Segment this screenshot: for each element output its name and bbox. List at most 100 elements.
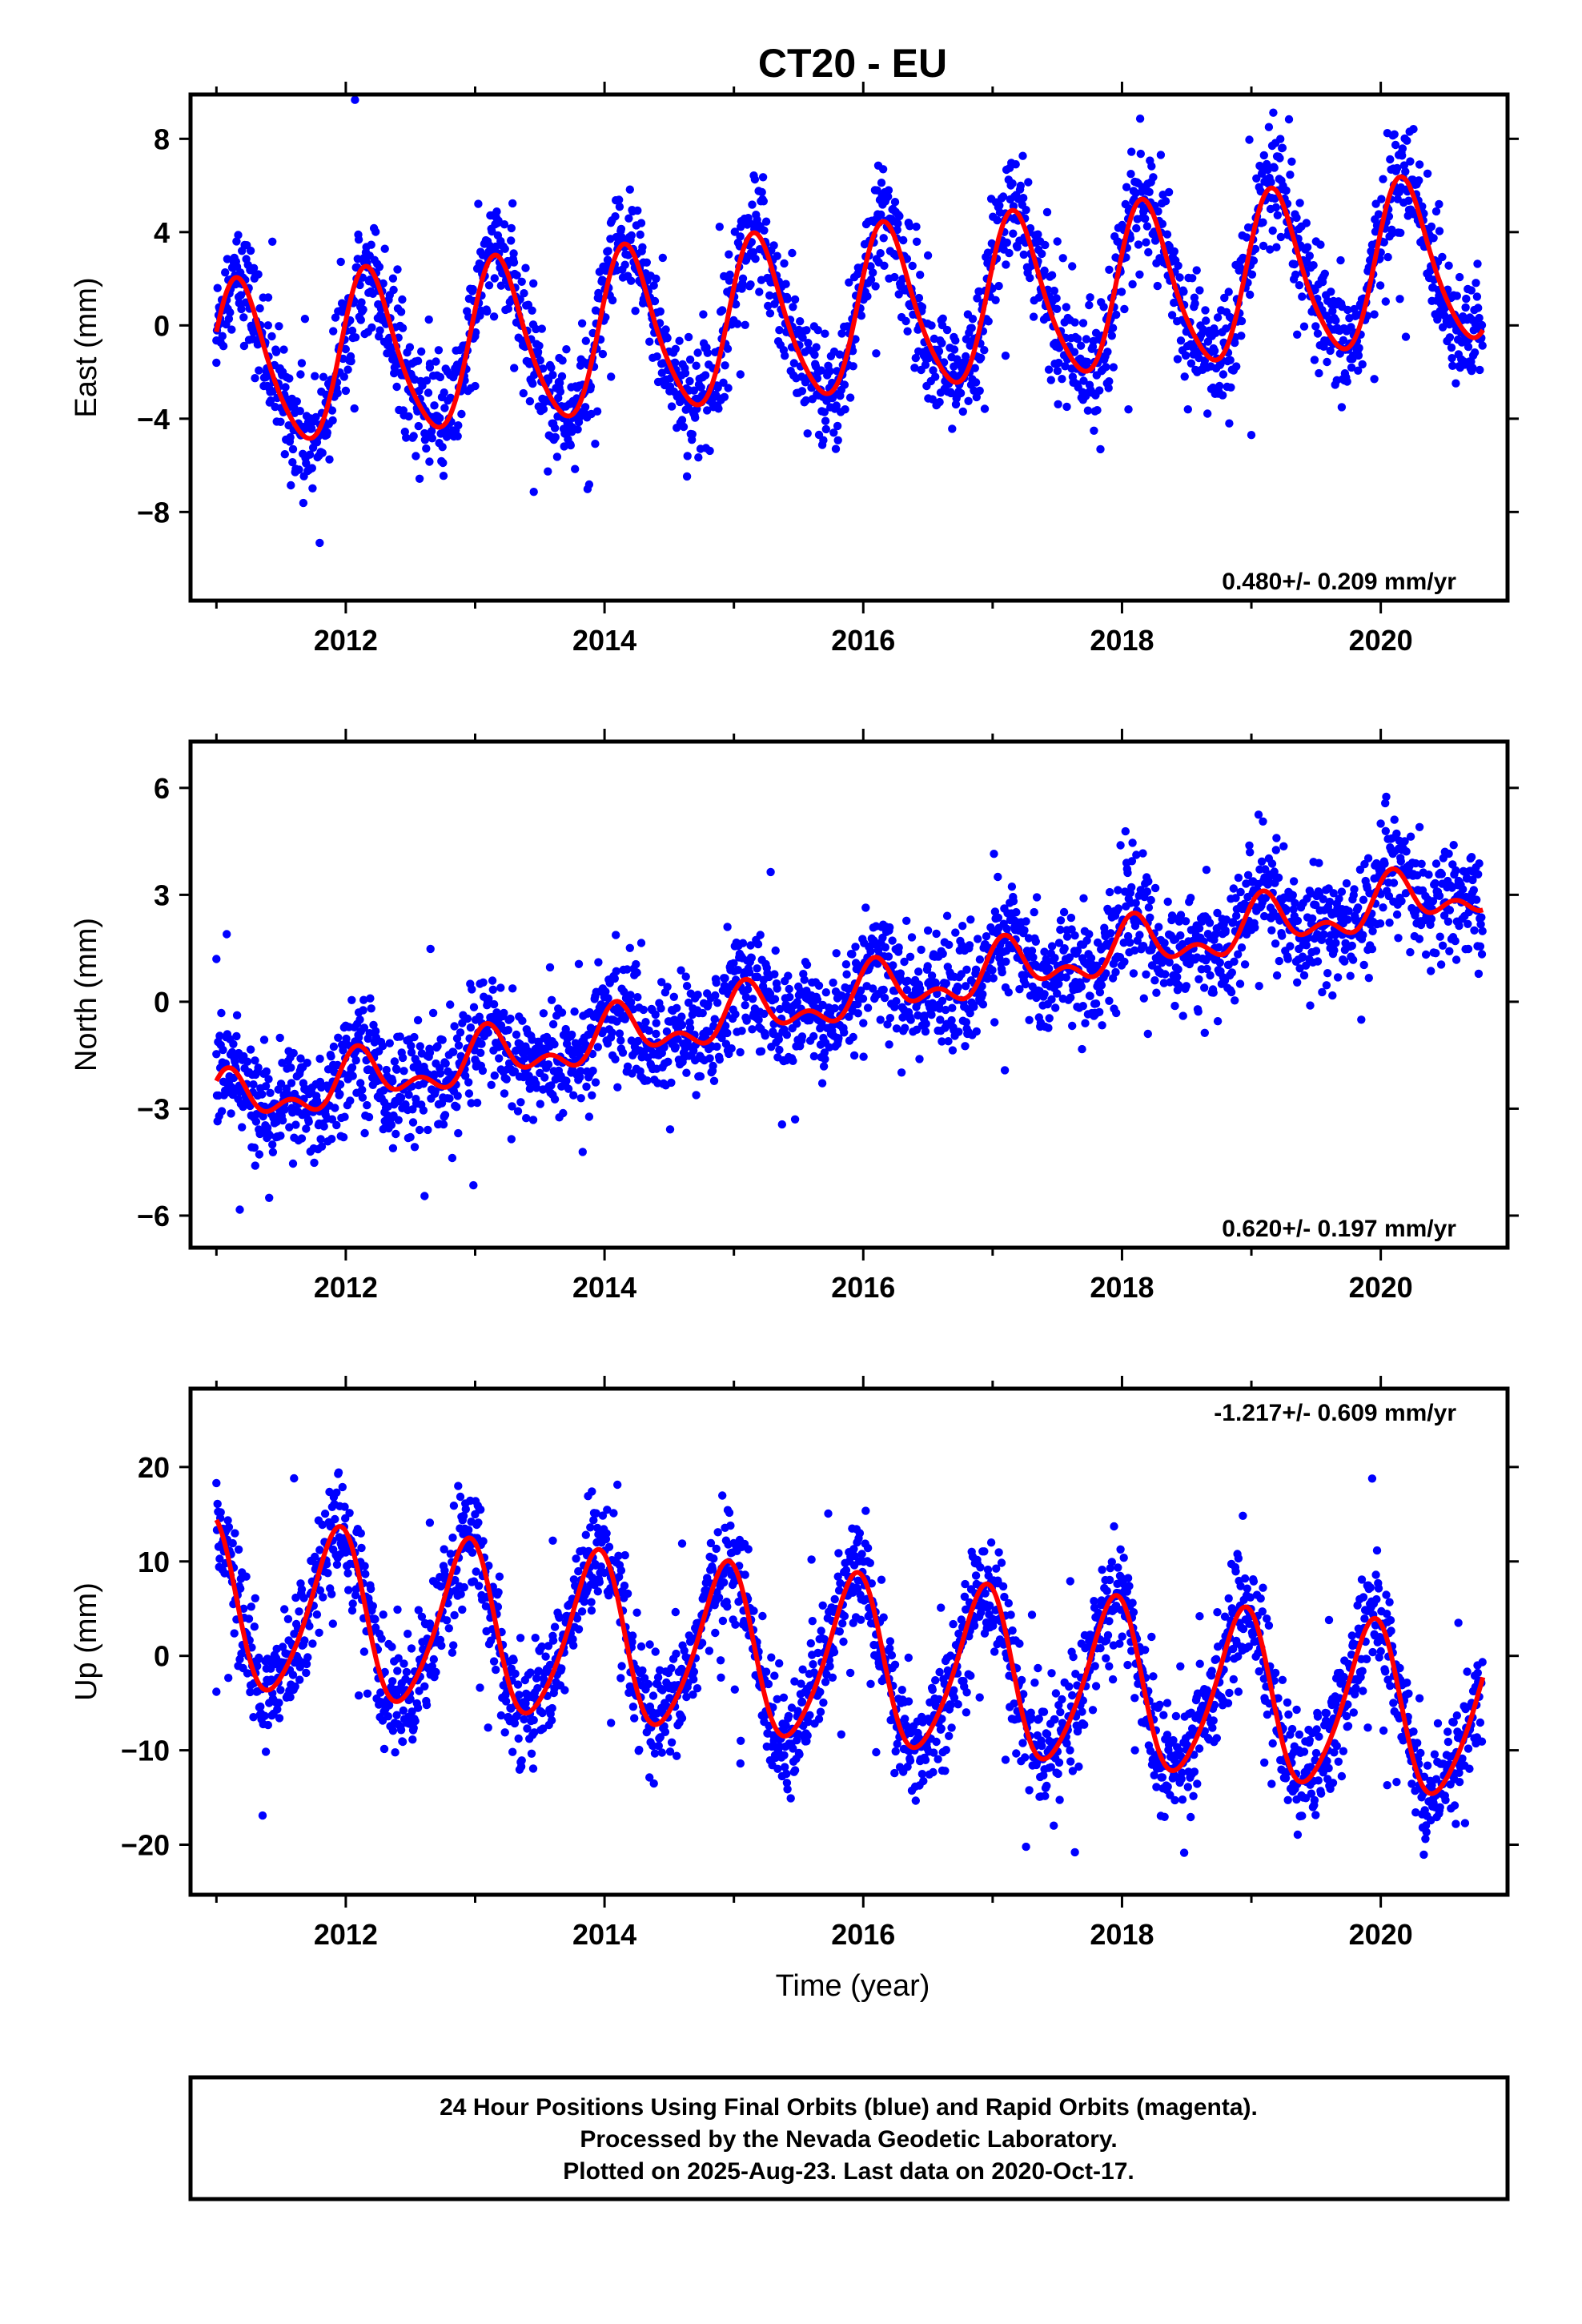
north-daily-point <box>775 1045 784 1055</box>
east-daily-point <box>1309 261 1318 270</box>
north-daily-point <box>989 974 998 983</box>
north-daily-point <box>1279 842 1288 851</box>
east-daily-point <box>1107 332 1117 340</box>
east-sample-point <box>1247 431 1256 440</box>
east-daily-point <box>1310 356 1319 364</box>
north-daily-point <box>347 1063 357 1072</box>
east-daily-point <box>1455 272 1464 282</box>
north-daily-point <box>1053 989 1062 998</box>
north-daily-point <box>682 982 692 991</box>
north-daily-point <box>1132 850 1141 859</box>
east-daily-point <box>751 255 760 263</box>
north-daily-point <box>849 1051 859 1060</box>
north-daily-point <box>1251 923 1259 932</box>
north-daily-point <box>615 1029 624 1038</box>
north-daily-point <box>1438 941 1447 951</box>
east-daily-point <box>1202 316 1211 325</box>
north-daily-point <box>723 1028 732 1038</box>
east-daily-point <box>863 292 872 301</box>
north-daily-point <box>1040 990 1049 999</box>
north-daily-point <box>866 947 875 956</box>
east-x-tick-label: 2012 <box>314 624 378 657</box>
east-daily-point <box>802 326 811 335</box>
east-daily-point <box>436 372 445 382</box>
east-daily-point <box>281 383 290 392</box>
north-daily-point <box>851 943 860 951</box>
east-daily-point <box>951 336 960 345</box>
north-daily-point <box>1127 857 1137 866</box>
east-daily-point <box>213 283 222 292</box>
north-daily-point <box>1076 940 1086 949</box>
north-daily-point <box>743 985 753 994</box>
east-daily-point <box>488 227 496 236</box>
east-daily-point <box>893 219 902 228</box>
east-daily-point <box>359 305 367 314</box>
north-daily-point <box>1308 914 1317 923</box>
north-daily-point <box>892 997 901 1006</box>
north-daily-point <box>662 1027 672 1036</box>
east-daily-point <box>899 235 908 245</box>
east-daily-point <box>580 403 590 412</box>
east-daily-point <box>809 322 819 331</box>
east-daily-point <box>1054 400 1062 408</box>
north-daily-point <box>1095 1007 1104 1017</box>
east-daily-point <box>738 274 748 283</box>
east-daily-point <box>781 352 789 360</box>
east-sample-point <box>684 332 693 342</box>
up-sample-point <box>484 1723 492 1732</box>
north-daily-point <box>416 1042 424 1051</box>
north-daily-point <box>310 1158 319 1168</box>
east-daily-point <box>1054 358 1063 368</box>
east-daily-point <box>796 317 805 326</box>
east-daily-point <box>388 274 398 283</box>
north-daily-point <box>438 1035 447 1044</box>
east-daily-point <box>616 224 626 234</box>
north-daily-point <box>1154 923 1163 931</box>
east-daily-point <box>1050 286 1059 296</box>
north-daily-point <box>1029 953 1038 962</box>
north-daily-point <box>1464 919 1472 929</box>
north-daily-point <box>358 1085 367 1095</box>
east-daily-point <box>789 303 797 312</box>
east-daily-point <box>1401 167 1410 176</box>
north-daily-point <box>705 1054 714 1063</box>
north-daily-point <box>1470 926 1479 935</box>
east-daily-point <box>311 412 320 422</box>
north-daily-point <box>484 1028 492 1037</box>
east-daily-point <box>938 339 946 348</box>
up-daily-point <box>247 1602 255 1611</box>
east-daily-point <box>251 374 259 383</box>
east-daily-point <box>287 480 295 490</box>
east-sample-point <box>1124 405 1133 414</box>
north-daily-point <box>390 1057 400 1066</box>
east-sample-point <box>845 393 855 402</box>
north-daily-point <box>902 985 912 995</box>
north-daily-point <box>1082 936 1091 945</box>
north-daily-point <box>1449 841 1458 850</box>
north-daily-point <box>1030 907 1038 917</box>
north-daily-point <box>547 1081 556 1090</box>
east-daily-point <box>1266 245 1275 254</box>
north-daily-point <box>1328 991 1337 1000</box>
north-daily-point <box>1298 952 1307 961</box>
north-daily-point <box>693 991 702 999</box>
north-daily-point <box>1104 907 1113 916</box>
north-daily-point <box>1051 1003 1060 1012</box>
north-daily-point <box>261 1082 271 1091</box>
east-daily-point <box>825 367 834 376</box>
north-daily-point <box>1474 870 1483 879</box>
east-daily-point <box>510 364 519 372</box>
east-daily-point <box>845 278 853 287</box>
east-daily-point <box>292 397 301 406</box>
north-daily-point <box>258 1090 267 1099</box>
east-daily-point <box>1042 207 1052 217</box>
east-daily-point <box>529 488 538 497</box>
east-daily-point <box>409 432 418 440</box>
north-daily-point <box>1272 834 1281 842</box>
north-daily-point <box>1431 949 1440 958</box>
up-sample-point <box>645 1640 654 1649</box>
east-daily-point <box>829 428 838 437</box>
north-daily-point <box>978 982 986 991</box>
north-daily-point <box>413 1059 422 1068</box>
north-rate-label: 0.620+/- 0.197 mm/yr <box>1222 1216 1456 1242</box>
